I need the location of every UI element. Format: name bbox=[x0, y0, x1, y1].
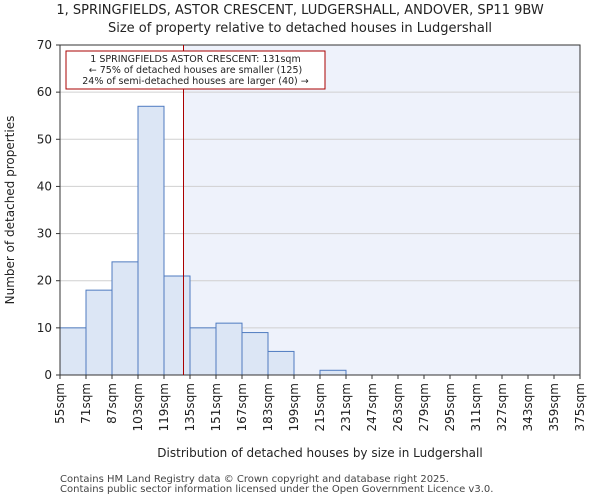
bar bbox=[85, 289, 113, 376]
x-tick-label: 167sqm bbox=[235, 383, 249, 431]
annotation-line-2: ← 75% of detached houses are smaller (12… bbox=[89, 65, 302, 76]
bar bbox=[319, 369, 347, 376]
bar bbox=[215, 322, 243, 376]
bar bbox=[59, 327, 87, 376]
x-tick-label: 231sqm bbox=[339, 383, 353, 431]
x-tick-label: 199sqm bbox=[287, 383, 301, 431]
bar bbox=[111, 261, 139, 376]
chart-subtitle: Size of property relative to detached ho… bbox=[107, 21, 493, 36]
bar bbox=[267, 350, 295, 376]
y-tick-label: 60 bbox=[37, 85, 52, 99]
x-tick-label: 151sqm bbox=[209, 383, 223, 431]
x-tick-label: 295sqm bbox=[443, 383, 457, 431]
bar bbox=[189, 327, 217, 376]
footer-licence: Contains public sector information licen… bbox=[60, 484, 494, 495]
bar bbox=[137, 105, 165, 376]
y-tick-label: 50 bbox=[37, 132, 52, 146]
larger-region-highlight bbox=[183, 45, 580, 375]
x-tick-label: 359sqm bbox=[547, 383, 561, 431]
x-tick-label: 55sqm bbox=[53, 383, 67, 424]
bar bbox=[241, 332, 269, 376]
y-tick-label: 10 bbox=[37, 321, 52, 335]
y-tick-label: 40 bbox=[37, 179, 52, 193]
x-tick-label: 311sqm bbox=[469, 383, 483, 431]
y-tick-label: 20 bbox=[37, 274, 52, 288]
x-tick-label: 135sqm bbox=[183, 383, 197, 431]
annotation-box: 1 SPRINGFIELDS ASTOR CRESCENT: 131sqm ← … bbox=[65, 50, 326, 90]
x-tick-label: 343sqm bbox=[521, 383, 535, 431]
x-tick-label: 183sqm bbox=[261, 383, 275, 431]
y-tick-label: 0 bbox=[44, 368, 52, 382]
x-tick-label: 87sqm bbox=[105, 383, 119, 424]
y-tick-label: 30 bbox=[37, 227, 52, 241]
annotation-line-3: 24% of semi-detached houses are larger (… bbox=[82, 76, 309, 87]
bar bbox=[163, 275, 191, 376]
x-tick-label: 215sqm bbox=[313, 383, 327, 431]
y-tick-label: 70 bbox=[37, 38, 52, 52]
x-tick-label: 119sqm bbox=[157, 383, 171, 431]
annotation-line-1: 1 SPRINGFIELDS ASTOR CRESCENT: 131sqm bbox=[90, 54, 300, 65]
x-tick-label: 263sqm bbox=[391, 383, 405, 431]
footer-copyright: Contains HM Land Registry data © Crown c… bbox=[60, 474, 449, 485]
x-tick-label: 71sqm bbox=[79, 383, 93, 424]
chart-title: 1, SPRINGFIELDS, ASTOR CRESCENT, LUDGERS… bbox=[56, 3, 544, 18]
x-tick-label: 327sqm bbox=[495, 383, 509, 431]
y-axis-label: Number of detached properties bbox=[3, 116, 17, 305]
x-tick-label: 375sqm bbox=[573, 383, 587, 431]
x-tick-label: 247sqm bbox=[365, 383, 379, 431]
x-tick-label: 103sqm bbox=[131, 383, 145, 431]
x-axis-label: Distribution of detached houses by size … bbox=[157, 446, 482, 460]
x-tick-label: 279sqm bbox=[417, 383, 431, 431]
